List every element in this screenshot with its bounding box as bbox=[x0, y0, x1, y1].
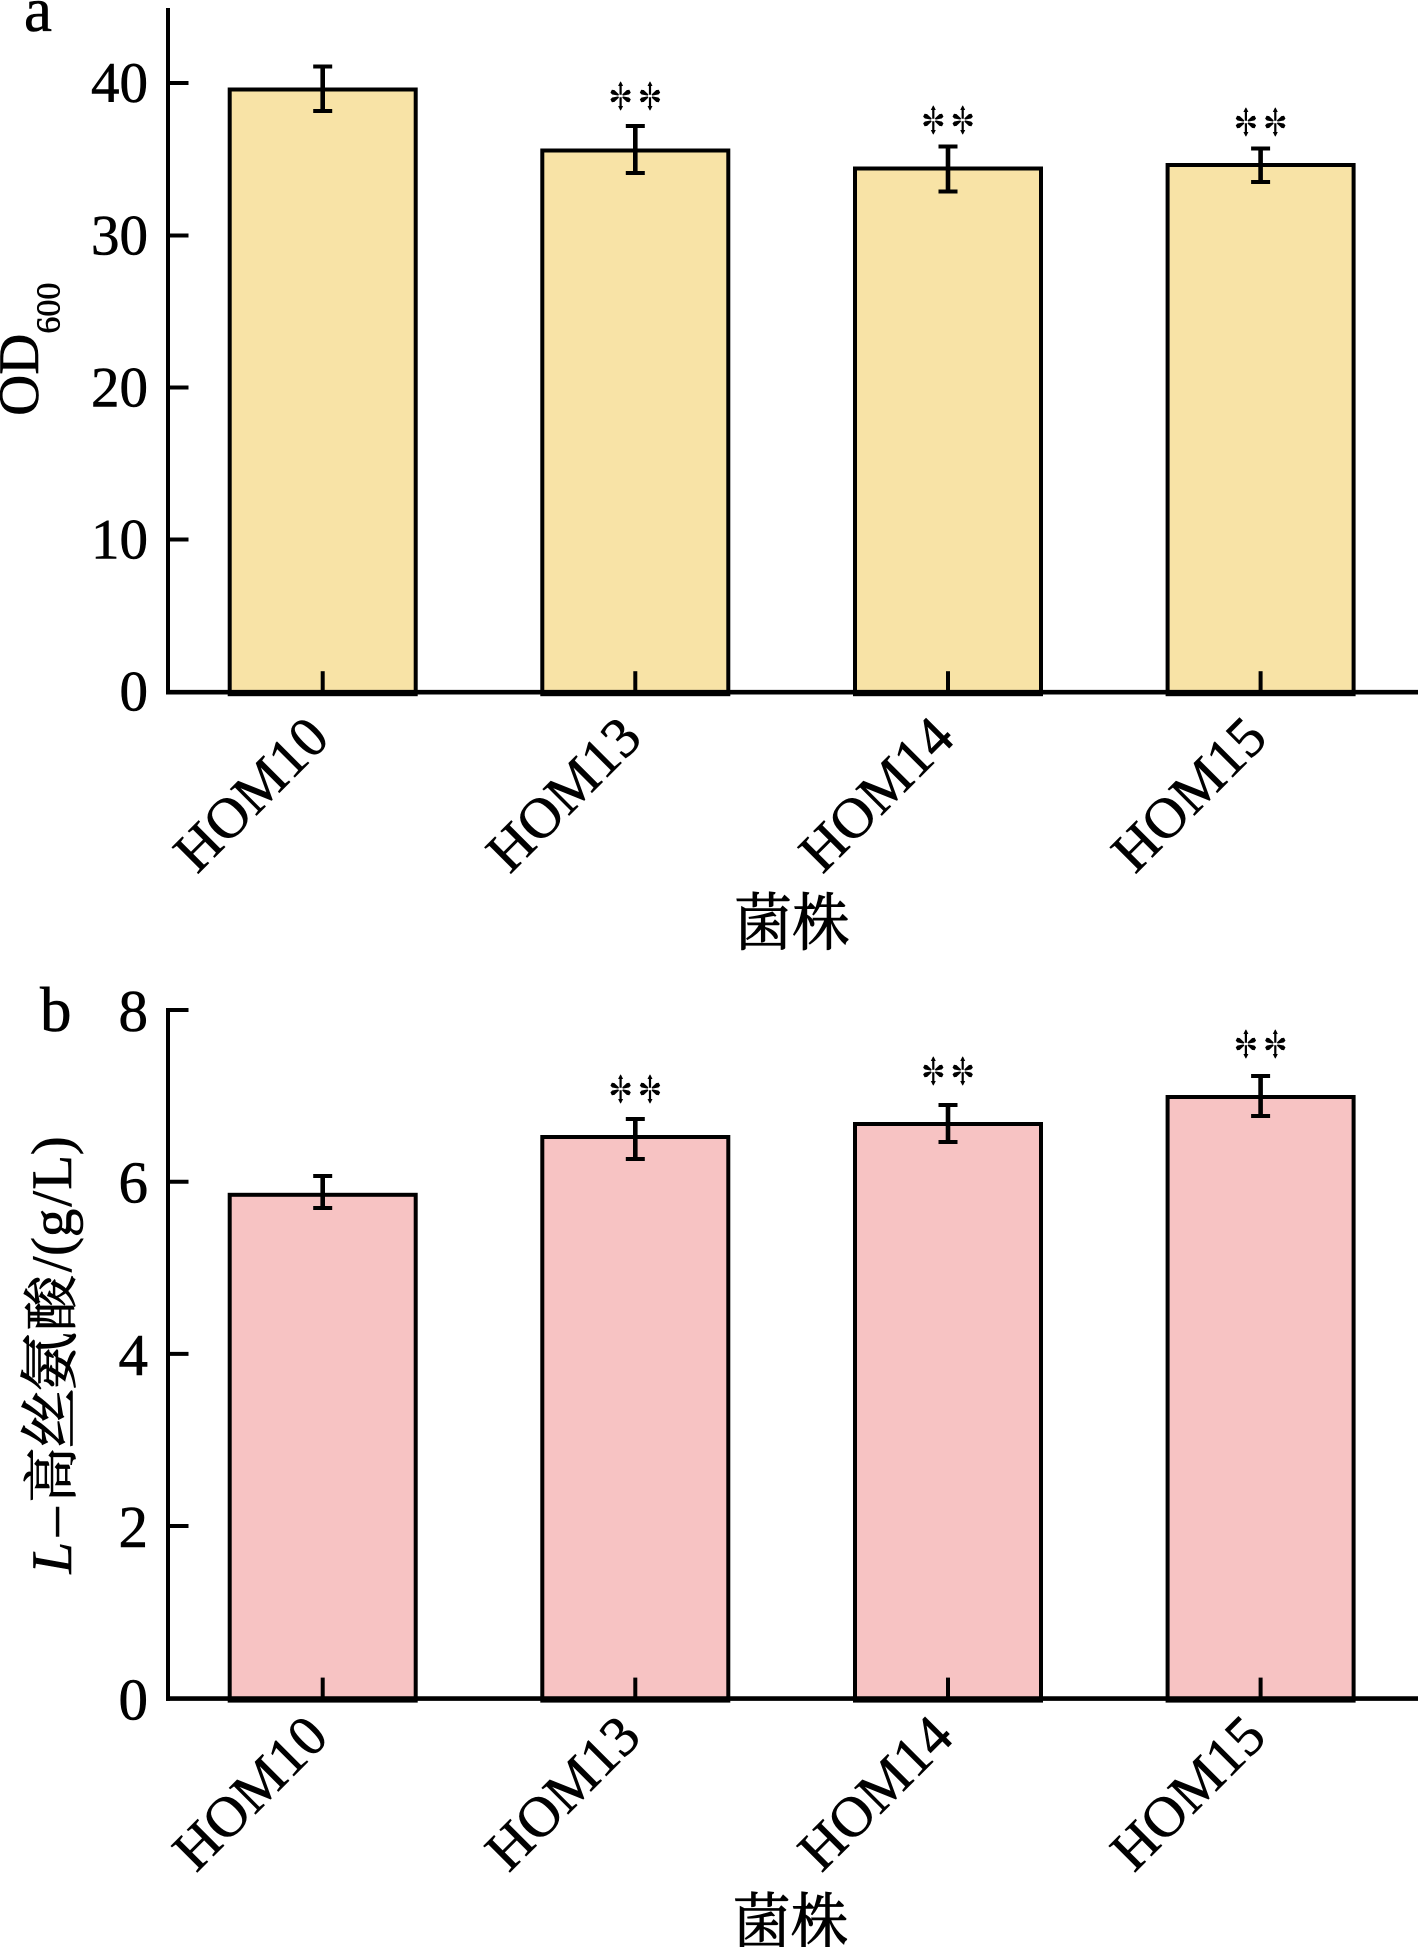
svg-text:10: 10 bbox=[91, 509, 148, 572]
svg-text:a: a bbox=[24, 0, 52, 45]
svg-text:): ) bbox=[21, 1136, 84, 1155]
svg-text:30: 30 bbox=[91, 205, 148, 268]
svg-text:L: L bbox=[21, 1155, 84, 1190]
svg-text:600: 600 bbox=[31, 283, 68, 334]
svg-text:0: 0 bbox=[120, 661, 149, 724]
svg-text:g: g bbox=[21, 1209, 84, 1238]
svg-text:/: / bbox=[21, 1191, 84, 1207]
svg-text:–: – bbox=[21, 1507, 84, 1537]
svg-text:L: L bbox=[21, 1542, 84, 1575]
svg-text:20: 20 bbox=[91, 357, 148, 420]
svg-text:2: 2 bbox=[119, 1494, 149, 1560]
svg-text:8: 8 bbox=[119, 978, 149, 1044]
svg-text:OD: OD bbox=[0, 334, 51, 416]
svg-text:40: 40 bbox=[91, 52, 148, 115]
svg-text:b: b bbox=[40, 975, 72, 1045]
svg-text:0: 0 bbox=[119, 1666, 149, 1732]
svg-text:4: 4 bbox=[119, 1322, 149, 1388]
svg-text:(: ( bbox=[21, 1237, 84, 1256]
svg-text:6: 6 bbox=[119, 1150, 149, 1216]
svg-text:/: / bbox=[21, 1256, 84, 1272]
